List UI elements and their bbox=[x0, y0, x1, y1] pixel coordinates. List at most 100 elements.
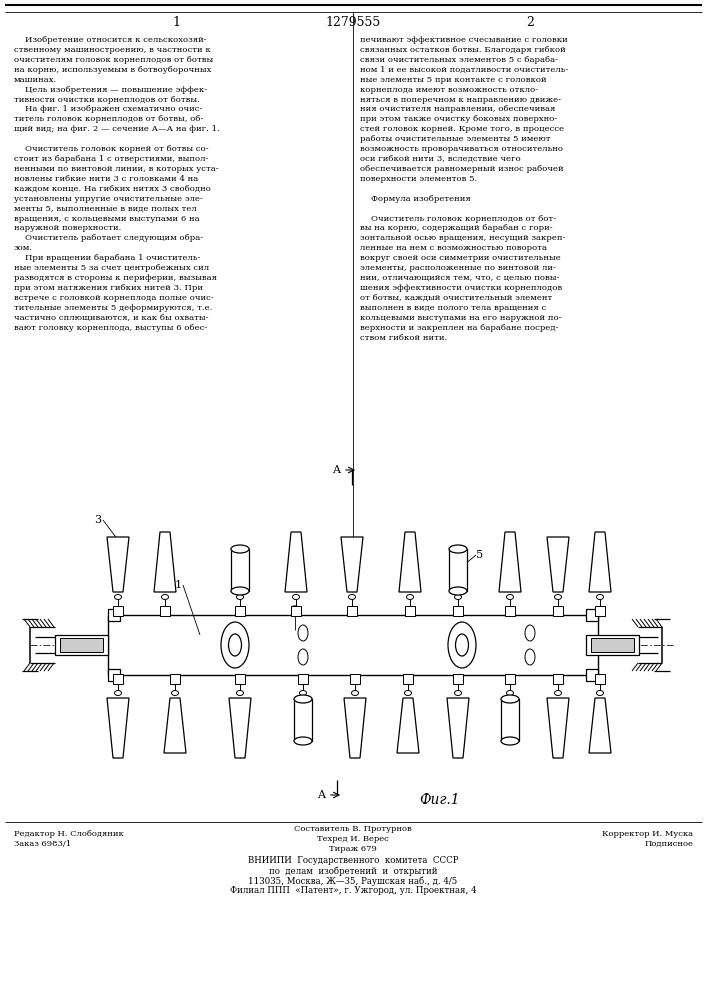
Bar bbox=[60, 638, 103, 652]
Bar bbox=[350, 674, 360, 684]
Ellipse shape bbox=[455, 690, 462, 696]
Polygon shape bbox=[285, 532, 307, 592]
Text: 1279555: 1279555 bbox=[325, 15, 380, 28]
Bar bbox=[553, 674, 563, 684]
Ellipse shape bbox=[455, 634, 469, 656]
Ellipse shape bbox=[231, 587, 249, 595]
Bar bbox=[586, 635, 639, 655]
Text: Составитель В. Протурнов: Составитель В. Протурнов bbox=[294, 825, 412, 833]
Ellipse shape bbox=[294, 737, 312, 745]
Polygon shape bbox=[547, 537, 569, 592]
Ellipse shape bbox=[172, 690, 178, 696]
Bar bbox=[291, 606, 301, 616]
Ellipse shape bbox=[300, 690, 307, 696]
Bar bbox=[108, 609, 120, 621]
Bar bbox=[505, 606, 515, 616]
Polygon shape bbox=[154, 532, 176, 592]
Text: 2: 2 bbox=[526, 15, 534, 28]
Ellipse shape bbox=[293, 594, 300, 599]
Text: A: A bbox=[317, 790, 325, 800]
Text: A: A bbox=[332, 465, 340, 475]
Bar bbox=[405, 606, 415, 616]
Ellipse shape bbox=[237, 690, 243, 696]
Text: ВНИИПИ  Государственного  комитета  СССР: ВНИИПИ Государственного комитета СССР bbox=[247, 856, 458, 865]
Ellipse shape bbox=[298, 649, 308, 665]
Ellipse shape bbox=[221, 622, 249, 668]
Bar bbox=[347, 606, 357, 616]
Ellipse shape bbox=[351, 690, 358, 696]
Bar bbox=[108, 669, 120, 681]
Bar bbox=[586, 609, 598, 621]
Ellipse shape bbox=[449, 545, 467, 553]
Bar bbox=[160, 606, 170, 616]
Polygon shape bbox=[397, 698, 419, 753]
Polygon shape bbox=[589, 532, 611, 592]
Bar bbox=[235, 674, 245, 684]
Ellipse shape bbox=[525, 649, 535, 665]
Polygon shape bbox=[344, 698, 366, 758]
Ellipse shape bbox=[501, 737, 519, 745]
Polygon shape bbox=[399, 532, 421, 592]
Ellipse shape bbox=[506, 690, 513, 696]
Bar bbox=[294, 699, 312, 741]
Bar bbox=[453, 606, 463, 616]
Text: Филиал ППП  «Патент», г. Ужгород, ул. Проектная, 4: Филиал ППП «Патент», г. Ужгород, ул. Про… bbox=[230, 886, 477, 895]
Polygon shape bbox=[589, 698, 611, 753]
Bar bbox=[298, 674, 308, 684]
Ellipse shape bbox=[597, 690, 604, 696]
Bar bbox=[231, 549, 249, 591]
Bar bbox=[403, 674, 413, 684]
Ellipse shape bbox=[501, 695, 519, 703]
Ellipse shape bbox=[404, 690, 411, 696]
Text: Заказ 6983/1: Заказ 6983/1 bbox=[14, 840, 71, 848]
Polygon shape bbox=[341, 537, 363, 592]
Ellipse shape bbox=[228, 634, 242, 656]
Bar bbox=[501, 699, 519, 741]
Polygon shape bbox=[164, 698, 186, 753]
Bar bbox=[586, 669, 598, 681]
Text: Изобретение относится к сельскохозяй-
ственному машиностроению, в частности к
оч: Изобретение относится к сельскохозяй- ст… bbox=[14, 36, 220, 332]
Text: 3: 3 bbox=[95, 515, 102, 525]
Ellipse shape bbox=[554, 690, 561, 696]
Bar bbox=[553, 606, 563, 616]
Ellipse shape bbox=[231, 545, 249, 553]
Text: Редактор Н. Слободяник: Редактор Н. Слободяник bbox=[14, 830, 124, 838]
Text: Подписное: Подписное bbox=[644, 840, 693, 848]
Polygon shape bbox=[499, 532, 521, 592]
Bar bbox=[591, 638, 634, 652]
Ellipse shape bbox=[237, 594, 243, 599]
Bar bbox=[595, 674, 605, 684]
Bar bbox=[108, 615, 598, 675]
Ellipse shape bbox=[298, 625, 308, 641]
Text: 2: 2 bbox=[291, 605, 298, 615]
Text: Фиг.1: Фиг.1 bbox=[420, 793, 460, 807]
Ellipse shape bbox=[115, 690, 122, 696]
Bar bbox=[113, 674, 123, 684]
Text: 1: 1 bbox=[175, 580, 182, 590]
Ellipse shape bbox=[115, 594, 122, 599]
Polygon shape bbox=[107, 698, 129, 758]
Ellipse shape bbox=[349, 594, 356, 599]
Text: Техред И. Верес: Техред И. Верес bbox=[317, 835, 389, 843]
Ellipse shape bbox=[449, 587, 467, 595]
Bar bbox=[595, 606, 605, 616]
Polygon shape bbox=[447, 698, 469, 758]
Ellipse shape bbox=[597, 594, 604, 599]
Polygon shape bbox=[229, 698, 251, 758]
Polygon shape bbox=[107, 537, 129, 592]
Bar bbox=[235, 606, 245, 616]
Bar bbox=[170, 674, 180, 684]
Bar bbox=[505, 674, 515, 684]
Text: Тираж 679: Тираж 679 bbox=[329, 845, 377, 853]
Text: Корректор И. Муска: Корректор И. Муска bbox=[602, 830, 693, 838]
Text: по  делам  изобретений  и  открытий: по делам изобретений и открытий bbox=[269, 866, 437, 876]
Ellipse shape bbox=[448, 622, 476, 668]
Ellipse shape bbox=[161, 594, 168, 599]
Ellipse shape bbox=[455, 594, 462, 599]
Text: 1: 1 bbox=[172, 15, 180, 28]
Ellipse shape bbox=[407, 594, 414, 599]
Ellipse shape bbox=[525, 625, 535, 641]
Ellipse shape bbox=[506, 594, 513, 599]
Bar bbox=[113, 606, 123, 616]
Ellipse shape bbox=[294, 695, 312, 703]
